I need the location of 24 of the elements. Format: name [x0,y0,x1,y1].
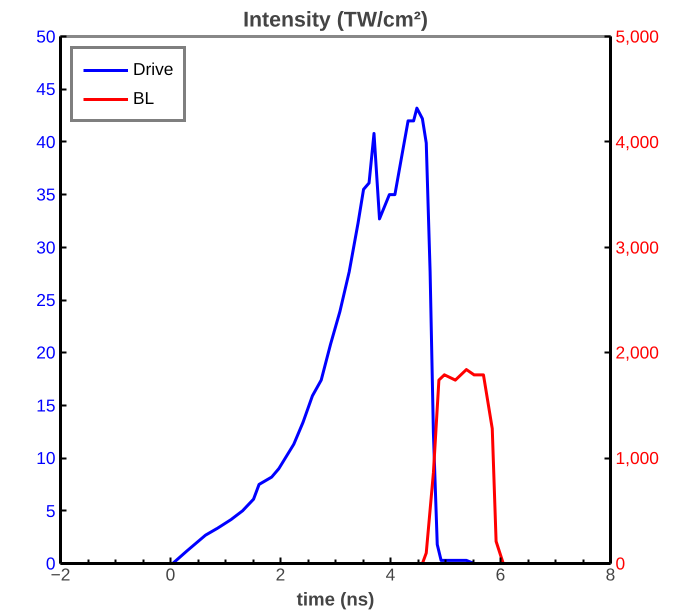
x-tick-label: 6 [496,564,506,584]
y2-tick-label: 3,000 [616,237,659,258]
y-tick-label: 15 [36,395,56,416]
y2-tick-label: 5,000 [616,26,659,46]
y-tick-label: 5 [46,500,56,521]
y-tick-label: 10 [36,448,56,468]
y2-tick-label: 2,000 [616,342,659,363]
legend-label: Drive [133,59,174,80]
y-tick-label: 45 [36,79,56,100]
y-tick-label: 20 [36,342,56,363]
x-tick-label: 4 [386,564,396,584]
chart-title: Intensity (TW/cm²) [243,8,428,32]
x-tick-label: 2 [276,564,286,584]
y-tick-label: 40 [36,132,56,152]
y-tick-label: 35 [36,184,56,205]
y-tick-label: 30 [36,237,56,258]
x-tick-label: 0 [166,564,176,584]
x-tick-label: 8 [606,564,616,584]
legend-label: BL [133,88,154,109]
y-tick-label: 50 [36,26,56,46]
y2-tick-label: 1,000 [616,448,659,468]
y2-tick-label: 4,000 [616,132,659,152]
y-tick-label: 25 [36,290,56,310]
x-axis-title: time (ns) [296,588,374,610]
